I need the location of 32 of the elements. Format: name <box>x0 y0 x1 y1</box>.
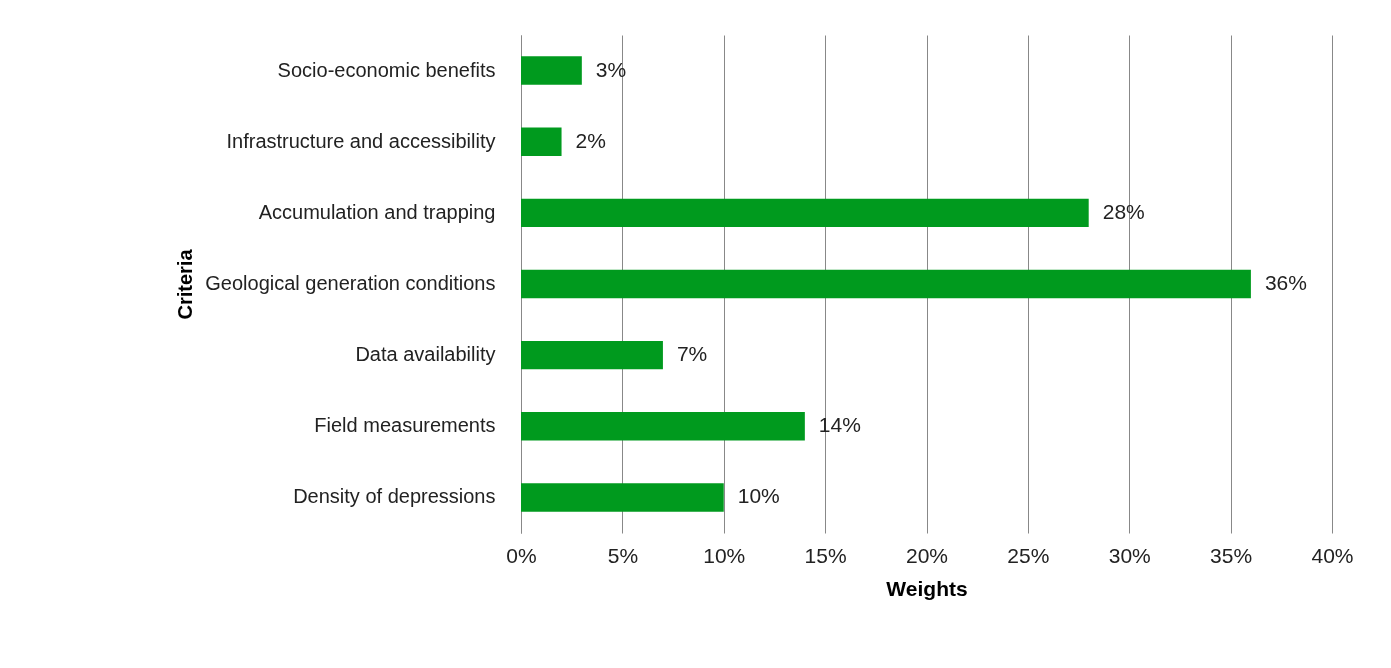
y-tick-label: Field measurements <box>314 414 496 437</box>
y-tick-label: Infrastructure and accessibility <box>226 129 496 152</box>
y-axis-title: Criteria <box>173 248 196 320</box>
x-tick-label: 25% <box>1007 543 1050 567</box>
data-label: 2% <box>575 128 606 152</box>
data-label: 14% <box>818 413 861 437</box>
y-tick-label: Density of depressions <box>293 485 496 508</box>
bar <box>521 340 663 370</box>
data-label: 10% <box>737 484 780 508</box>
x-tick-label: 10% <box>703 543 746 567</box>
x-tick-label: 40% <box>1311 543 1354 567</box>
x-tick-label: 35% <box>1210 543 1253 567</box>
y-tick-label: Accumulation and trapping <box>258 200 496 223</box>
bar <box>521 198 1089 228</box>
data-label: 36% <box>1264 271 1307 294</box>
data-label: 3% <box>595 57 627 81</box>
y-tick-label: Socio-economic benefits <box>277 58 496 81</box>
x-tick-label: 15% <box>804 543 847 567</box>
bar <box>521 269 1251 299</box>
x-tick-label: 30% <box>1108 543 1151 567</box>
x-tick-label: 20% <box>905 543 949 567</box>
bar <box>521 412 805 441</box>
x-axis-title: Weights <box>886 576 968 600</box>
data-label: 28% <box>1102 199 1145 223</box>
y-tick-label: Geological generation conditions <box>205 272 496 294</box>
bar <box>521 483 724 512</box>
x-tick-label: 5% <box>607 543 639 567</box>
bar <box>521 127 562 156</box>
bar <box>521 56 582 85</box>
data-label: 7% <box>676 342 708 366</box>
y-tick-label: Data availability <box>355 343 496 366</box>
x-tick-label: 0% <box>506 543 537 567</box>
